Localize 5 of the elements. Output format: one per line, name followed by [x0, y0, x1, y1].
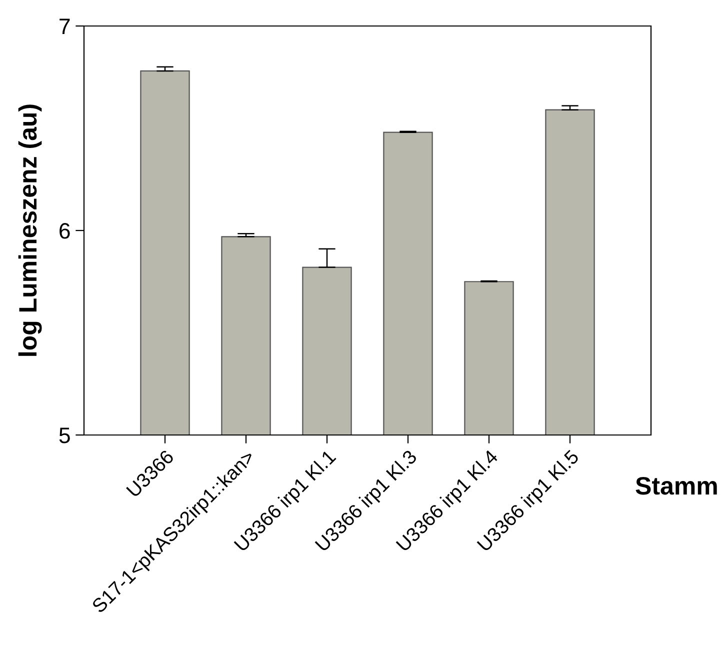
y-tick-label: 5	[59, 428, 70, 444]
y-tick-label: 7	[60, 18, 70, 34]
y-tick-label: 6	[60, 223, 70, 239]
y-axis-title: log Lumineszenz (au)	[18, 104, 42, 356]
x-axis-title: Stamm	[636, 477, 717, 495]
